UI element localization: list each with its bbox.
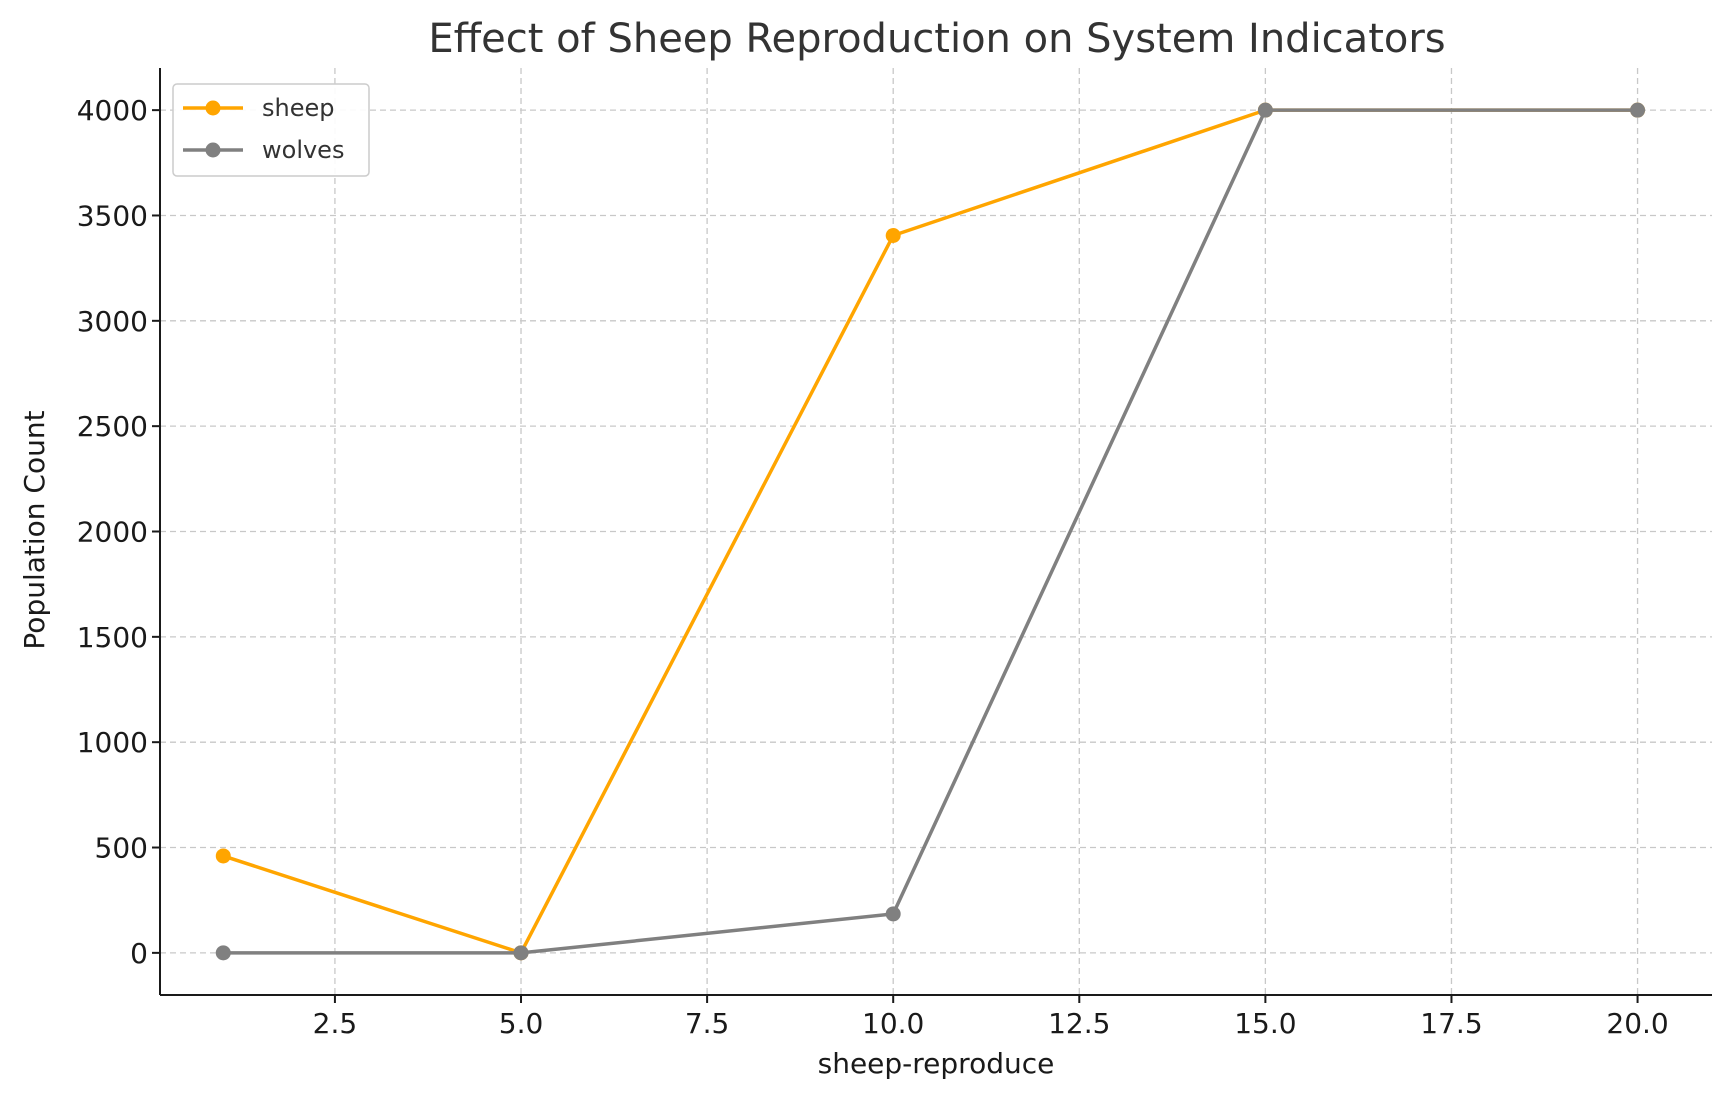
wolves-point [1257,102,1273,118]
grid-lines [160,68,1712,995]
legend-label: wolves [262,136,344,164]
legend-item-sheep: sheep [183,94,334,122]
sheep-point [885,227,901,243]
x-tick-label: 2.5 [313,1007,358,1040]
x-tick-label: 15.0 [1234,1007,1296,1040]
legend-label: sheep [262,94,334,122]
x-tick-label: 5.0 [499,1007,544,1040]
wolves-point [513,945,529,961]
x-tick-label: 20.0 [1606,1007,1668,1040]
wolves-point [885,906,901,922]
series-wolves [215,102,1646,961]
sheep-point [215,848,231,864]
y-tick-label: 0 [130,937,148,970]
x-tick-label: 7.5 [685,1007,730,1040]
y-axis-ticks: 0 500 1000 1500 2000 2500 3000 3500 4000 [77,94,160,970]
y-tick-label: 1000 [77,726,148,759]
x-tick-label: 17.5 [1420,1007,1482,1040]
y-tick-label: 3500 [77,199,148,232]
y-tick-label: 3000 [77,305,148,338]
data-series [215,102,1646,961]
x-axis-label: sheep-reproduce [818,1047,1055,1080]
x-tick-label: 10.0 [862,1007,924,1040]
legend-item-wolves: wolves [183,136,344,164]
x-tick-label: 12.5 [1048,1007,1110,1040]
y-axis-label: Population Count [18,410,51,649]
wolves-point [1630,102,1646,118]
legend: sheep wolves [172,83,370,177]
legend-swatch-marker [205,100,221,116]
y-tick-label: 1500 [77,621,148,654]
y-tick-label: 2500 [77,410,148,443]
wolves-point [215,945,231,961]
legend-swatch-marker [205,142,221,158]
y-tick-label: 4000 [77,94,148,127]
chart-title: Effect of Sheep Reproduction on System I… [428,16,1445,62]
x-axis-ticks: 2.5 5.0 7.5 10.0 12.5 15.0 17.5 20.0 [313,995,1669,1040]
y-tick-label: 500 [95,832,148,865]
y-tick-label: 2000 [77,516,148,549]
